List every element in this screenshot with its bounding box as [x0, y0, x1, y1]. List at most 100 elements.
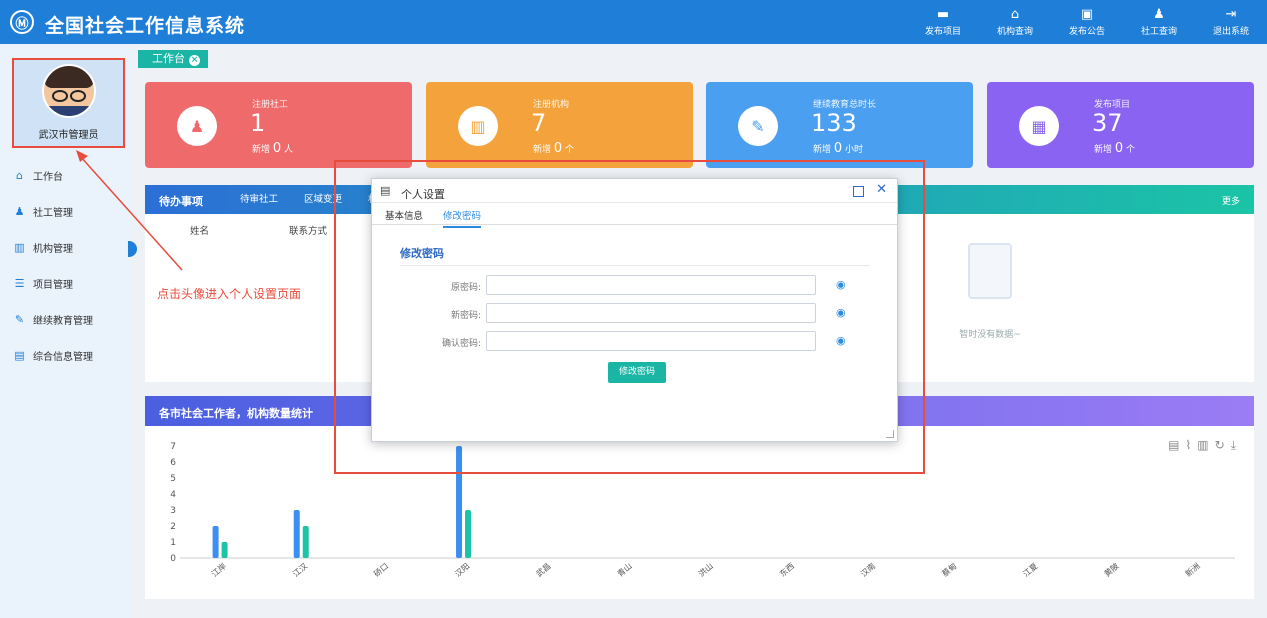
- tab-workbench[interactable]: 工作台 ×: [138, 50, 208, 68]
- building-icon: ▥: [14, 240, 25, 254]
- topnav-org-query[interactable]: ⌂ 机构查询: [979, 0, 1051, 44]
- confirm-password-row: 确认密码: ◉: [402, 331, 862, 351]
- topnav-label: 机构查询: [996, 27, 1033, 37]
- tab-pending-workers[interactable]: 待审社工: [227, 185, 292, 216]
- maximize-icon[interactable]: [853, 186, 865, 197]
- topnav-label: 发布公告: [1068, 27, 1105, 37]
- sidebar-item-label: 社工管理: [33, 207, 73, 219]
- y-tick-label: 7: [170, 442, 176, 452]
- sidebar-item-social-workers[interactable]: ♟ 社工管理: [0, 193, 132, 229]
- topnav-label: 发布项目: [924, 27, 961, 37]
- download-icon[interactable]: ⤓: [1230, 438, 1242, 452]
- close-icon[interactable]: ×: [189, 55, 200, 66]
- edit-icon: ✎: [738, 106, 778, 146]
- x-tick-label: 汉南: [859, 561, 878, 579]
- topnav-worker-query[interactable]: ♟ 社工查询: [1123, 0, 1195, 44]
- x-tick-label: 新洲: [1183, 561, 1202, 579]
- stat-sub: 新增 0 个: [1094, 141, 1136, 156]
- stat-card-education: ✎ 继续教育总时长 133 新增 0 小时: [706, 82, 973, 168]
- x-tick-label: 东西: [777, 561, 796, 579]
- y-tick-label: 4: [170, 490, 176, 500]
- empty-state: 智时没有数据~: [940, 243, 1040, 340]
- list-icon: ☰: [14, 276, 25, 290]
- bar-chart-icon[interactable]: ▥: [1197, 438, 1215, 452]
- y-tick-label: 6: [170, 458, 176, 468]
- bar: [293, 510, 300, 558]
- top-nav: ▬ 发布项目 ⌂ 机构查询 ▣ 发布公告 ♟ 社工查询 ⇥ 退出系统: [907, 0, 1267, 44]
- new-password-input[interactable]: [486, 303, 816, 323]
- y-tick-label: 3: [170, 506, 176, 516]
- stat-sub: 新增 0 个: [533, 141, 575, 156]
- app-title: 全国社会工作信息系统: [45, 15, 246, 37]
- topnav-publish-project[interactable]: ▬ 发布项目: [907, 0, 979, 44]
- topnav-publish-notice[interactable]: ▣ 发布公告: [1051, 0, 1123, 44]
- bar: [465, 510, 472, 558]
- user-icon: ♟: [177, 106, 217, 146]
- user-icon: ♟: [14, 204, 25, 218]
- field-label: 新密码:: [450, 311, 481, 321]
- profile-card[interactable]: 武汉市管理员: [12, 58, 125, 148]
- stat-card-workers: ♟ 注册社工 1 新增 0 人: [145, 82, 412, 168]
- stat-value: 37: [1092, 109, 1123, 137]
- stat-sub: 新增 0 人: [252, 141, 294, 156]
- stat-label: 注册社工: [252, 100, 289, 110]
- bar: [221, 542, 228, 558]
- topnav-logout[interactable]: ⇥ 退出系统: [1195, 0, 1267, 44]
- resize-handle[interactable]: [886, 430, 894, 438]
- sidebar-item-label: 综合信息管理: [33, 351, 93, 363]
- line-chart-icon[interactable]: ⌇: [1185, 438, 1198, 452]
- tab-bar: 工作台 ×: [132, 44, 1267, 68]
- stat-label: 注册机构: [533, 100, 570, 110]
- home-icon: ⌂: [16, 168, 23, 182]
- x-tick-label: 汉阳: [453, 561, 471, 578]
- topnav-label: 退出系统: [1212, 27, 1249, 37]
- sidebar-item-education[interactable]: ✎ 继续教育管理: [0, 301, 132, 337]
- eye-icon[interactable]: ◉: [836, 334, 846, 347]
- x-tick-label: 青山: [615, 561, 634, 579]
- field-label: 原密码:: [450, 283, 481, 293]
- sidebar-menu: ⌂ 工作台 ♟ 社工管理 ▥ 机构管理 ☰ 项目管理 ✎ 继续教育管理 ▤ 综合信息管理: [0, 157, 132, 373]
- eye-icon[interactable]: ◉: [836, 278, 846, 291]
- avatar[interactable]: [41, 64, 96, 118]
- section-title: 修改密码: [400, 247, 444, 260]
- sidebar-item-label: 工作台: [33, 171, 63, 183]
- tab-basic-info[interactable]: 基本信息: [385, 211, 424, 222]
- sidebar-item-organizations[interactable]: ▥ 机构管理: [0, 229, 132, 265]
- old-password-input[interactable]: [486, 275, 816, 295]
- new-password-row: 新密码: ◉: [402, 303, 862, 323]
- tab-label: 工作台: [152, 52, 185, 65]
- sidebar-item-info[interactable]: ▤ 综合信息管理: [0, 337, 132, 373]
- annotation-arrow: [76, 150, 183, 271]
- tab-region-change[interactable]: 区域变更: [304, 194, 343, 205]
- change-password-button[interactable]: 修改密码: [608, 362, 666, 383]
- eye-icon[interactable]: ◉: [836, 306, 846, 319]
- old-password-row: 原密码: ◉: [402, 275, 862, 295]
- data-view-icon[interactable]: ▤: [1168, 438, 1186, 452]
- dialog-titlebar: ▤ 个人设置 ✕: [372, 179, 897, 203]
- document-icon: ▤: [380, 184, 391, 197]
- chart-title: 各市社会工作者，机构数量统计: [159, 407, 313, 420]
- field-label: 确认密码:: [441, 339, 481, 349]
- stat-card-projects: ▦ 发布项目 37 新增 0 个: [987, 82, 1254, 168]
- column-header-name: 姓名: [190, 226, 210, 237]
- edit-icon: ✎: [14, 312, 25, 326]
- chart-icon: ▤: [14, 348, 25, 362]
- sidebar-collapse-handle[interactable]: [128, 241, 137, 257]
- sidebar-item-label: 项目管理: [33, 279, 73, 291]
- x-tick-label: 武昌: [534, 561, 553, 579]
- tab-change-password[interactable]: 修改密码: [443, 208, 482, 228]
- stat-sub: 新增 0 小时: [813, 141, 864, 156]
- sidebar-item-projects[interactable]: ☰ 项目管理: [0, 265, 132, 301]
- y-tick-label: 1: [170, 538, 176, 548]
- document-icon: [968, 243, 1012, 299]
- x-tick-label: 蔡甸: [940, 561, 959, 579]
- close-icon[interactable]: ✕: [876, 182, 887, 197]
- sidebar-item-label: 机构管理: [33, 243, 73, 255]
- y-tick-label: 2: [170, 522, 176, 532]
- refresh-icon[interactable]: ↻: [1214, 438, 1231, 452]
- more-link[interactable]: 更多: [1221, 197, 1240, 207]
- sidebar-item-label: 继续教育管理: [33, 315, 93, 327]
- confirm-password-input[interactable]: [486, 331, 816, 351]
- sidebar-item-workbench[interactable]: ⌂ 工作台: [0, 157, 132, 193]
- grid-icon: ▦: [1019, 106, 1059, 146]
